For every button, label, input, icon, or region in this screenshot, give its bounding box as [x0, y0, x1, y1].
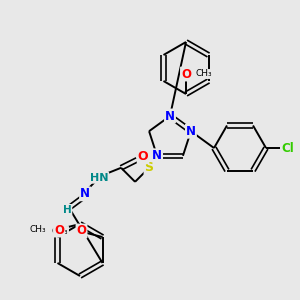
- Text: N: N: [186, 125, 196, 138]
- Text: H: H: [63, 205, 71, 215]
- Text: S: S: [145, 161, 154, 174]
- Text: N: N: [165, 110, 175, 122]
- Text: N: N: [80, 187, 90, 200]
- Text: CH₃: CH₃: [52, 226, 68, 236]
- Text: O: O: [76, 224, 86, 238]
- Text: O: O: [54, 224, 64, 236]
- Text: CH₃: CH₃: [29, 226, 46, 235]
- Text: O: O: [138, 150, 148, 163]
- Text: N: N: [152, 149, 162, 162]
- Text: Cl: Cl: [282, 142, 294, 154]
- Text: O: O: [181, 68, 191, 80]
- Text: CH₃: CH₃: [196, 70, 213, 79]
- Text: HN: HN: [90, 173, 108, 183]
